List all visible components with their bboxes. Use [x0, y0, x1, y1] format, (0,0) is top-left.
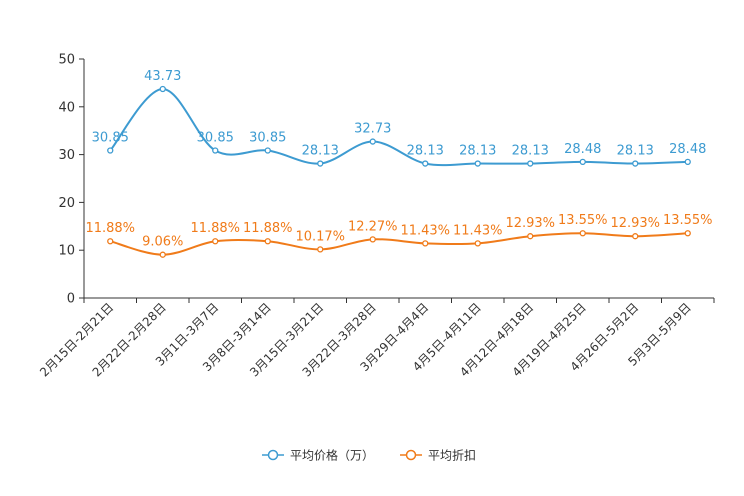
- data-point[interactable]: [684, 230, 691, 237]
- y-tick-label: 10: [58, 244, 75, 259]
- legend-label: 平均价格（万）: [290, 448, 374, 463]
- data-point[interactable]: [264, 147, 271, 154]
- y-tick-label: 20: [58, 196, 75, 211]
- chart-series: 30.85 43.73 30.85 30.85 28.13 32.73 28.13 28.13…: [85, 69, 713, 258]
- y-tick-label: 0: [67, 292, 75, 307]
- data-label: 30.85: [197, 131, 234, 146]
- data-point[interactable]: [579, 158, 586, 166]
- y-tick-label: 40: [58, 100, 75, 115]
- data-point[interactable]: [632, 233, 639, 240]
- data-label: 13.55%: [558, 213, 608, 228]
- data-label: 32.73: [354, 122, 391, 137]
- data-label: 11.43%: [453, 223, 503, 238]
- data-label: 11.88%: [85, 221, 135, 236]
- data-point[interactable]: [317, 246, 324, 253]
- data-label: 9.06%: [142, 235, 183, 250]
- data-point[interactable]: [579, 230, 586, 237]
- data-point[interactable]: [422, 160, 429, 167]
- data-point[interactable]: [159, 85, 166, 93]
- data-label: 12.93%: [610, 216, 660, 231]
- data-point[interactable]: [317, 160, 324, 167]
- data-point[interactable]: [212, 147, 219, 154]
- data-label: 12.27%: [348, 219, 398, 234]
- data-point[interactable]: [527, 160, 534, 167]
- data-point[interactable]: [684, 158, 691, 166]
- y-tick-label: 30: [58, 148, 75, 163]
- data-point[interactable]: [527, 233, 534, 240]
- series-avg-price: 30.85 43.73 30.85 30.85 28.13 32.73 28.13 28.13…: [92, 69, 706, 167]
- data-point[interactable]: [632, 160, 639, 167]
- series-line: [109, 232, 688, 256]
- data-label: 28.13: [459, 144, 496, 159]
- data-point[interactable]: [212, 238, 219, 245]
- data-label: 11.43%: [400, 223, 450, 238]
- data-label: 10.17%: [295, 229, 345, 244]
- data-point[interactable]: [107, 147, 114, 154]
- y-tick-label: 50: [58, 53, 75, 68]
- data-label: 28.13: [407, 144, 444, 159]
- chart-legend[interactable]: 平均价格（万） 平均折扣: [262, 448, 476, 463]
- data-label: 30.85: [249, 131, 286, 146]
- data-label: 12.93%: [505, 216, 555, 231]
- data-point[interactable]: [474, 240, 481, 247]
- data-label: 28.13: [512, 144, 549, 159]
- data-label: 28.13: [617, 144, 654, 159]
- data-label: 30.85: [92, 131, 129, 146]
- legend-item-avg-discount[interactable]: 平均折扣: [400, 448, 476, 463]
- data-label: 28.48: [669, 142, 706, 157]
- data-point[interactable]: [369, 138, 376, 145]
- legend-marker-icon: [405, 449, 417, 461]
- legend-label: 平均折扣: [428, 448, 476, 463]
- data-label: 28.13: [302, 144, 339, 159]
- data-point[interactable]: [369, 236, 376, 243]
- data-point[interactable]: [474, 160, 481, 167]
- data-point[interactable]: [422, 240, 429, 247]
- data-point[interactable]: [264, 238, 271, 245]
- data-label: 11.88%: [243, 221, 293, 236]
- data-point[interactable]: [107, 238, 114, 245]
- legend-item-avg-price[interactable]: 平均价格（万）: [262, 448, 374, 463]
- data-point[interactable]: [159, 251, 166, 258]
- data-label: 28.48: [564, 142, 601, 157]
- data-label: 13.55%: [663, 213, 713, 228]
- data-label: 43.73: [144, 69, 181, 84]
- data-label: 11.88%: [190, 221, 240, 236]
- legend-marker-icon: [267, 449, 279, 461]
- series-avg-discount: 11.88%9.06%11.88% 11.88%10.17%12.27% 11.43…: [85, 213, 713, 258]
